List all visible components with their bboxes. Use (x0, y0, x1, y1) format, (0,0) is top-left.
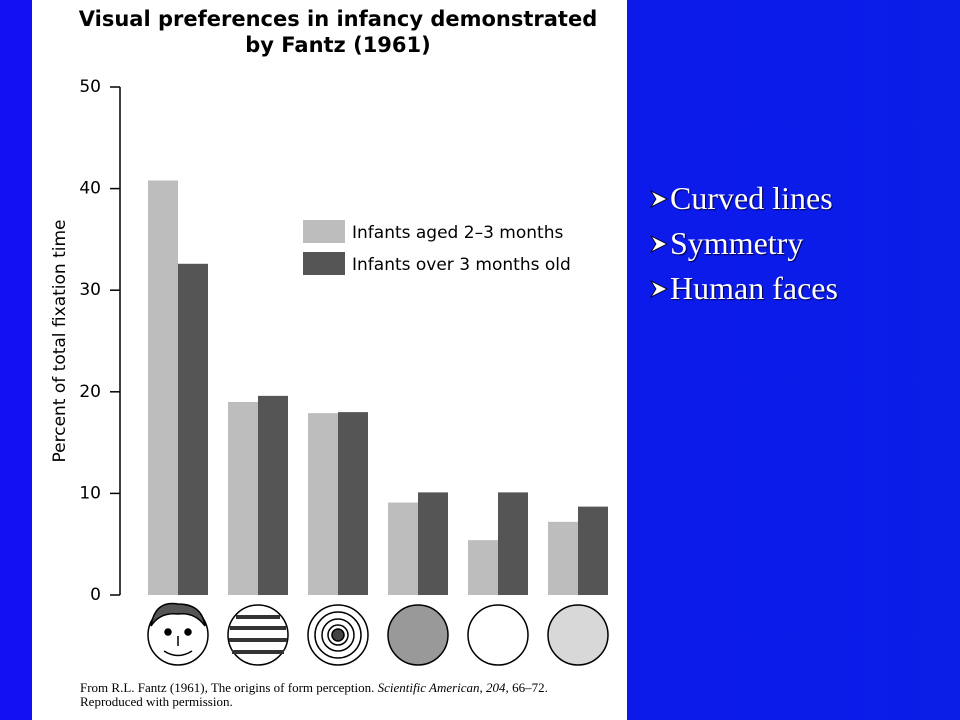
y-tick-label: 20 (79, 382, 101, 402)
bullet: Curved lines (650, 176, 838, 221)
y-axis-label: Percent of total fixation time (50, 220, 70, 463)
bullet-text: Curved lines (670, 180, 833, 216)
bar (388, 502, 418, 595)
bar (178, 263, 208, 595)
bullet-text: Human faces (670, 270, 838, 306)
figure-panel (32, 0, 627, 720)
bar (548, 521, 578, 595)
chart-title: Visual preferences in infancy demonstrat… (79, 7, 598, 31)
legend-swatch (303, 252, 345, 275)
source-permission: Reproduced with permission. (80, 694, 233, 709)
chart-title: by Fantz (1961) (245, 33, 430, 57)
y-tick-label: 40 (79, 179, 101, 199)
bullet-arrow (650, 189, 668, 208)
bar (308, 413, 338, 595)
source-journal: Scientific American, 204, (377, 680, 509, 695)
y-tick-label: 0 (90, 585, 101, 605)
bullet-text: Symmetry (670, 225, 804, 261)
bar (498, 492, 528, 595)
y-tick-label: 10 (79, 483, 101, 503)
bar (228, 401, 258, 595)
legend-label: Infants over 3 months old (352, 255, 571, 275)
bullet-arrow (650, 234, 668, 253)
bar (418, 492, 448, 595)
source-pages: 66–72. (508, 680, 548, 695)
bullet-arrow (650, 279, 668, 298)
bar (338, 412, 368, 595)
bullet: Human faces (650, 266, 838, 311)
source-note: From R.L. Fantz (1961), The origins of f… (80, 681, 548, 709)
stimuli (147, 602, 609, 666)
legend-swatch (303, 220, 345, 243)
bullet-list: Curved lines Symmetry Human faces (650, 176, 838, 311)
bullet: Symmetry (650, 221, 838, 266)
y-tick-label: 50 (79, 77, 101, 97)
y-tick-label: 30 (79, 280, 101, 300)
bar (148, 180, 178, 596)
bar (258, 395, 288, 595)
bar (468, 540, 498, 595)
source-text: From R.L. Fantz (1961), The origins of f… (80, 680, 378, 695)
legend-label: Infants aged 2–3 months (352, 223, 563, 243)
bar (578, 506, 608, 595)
